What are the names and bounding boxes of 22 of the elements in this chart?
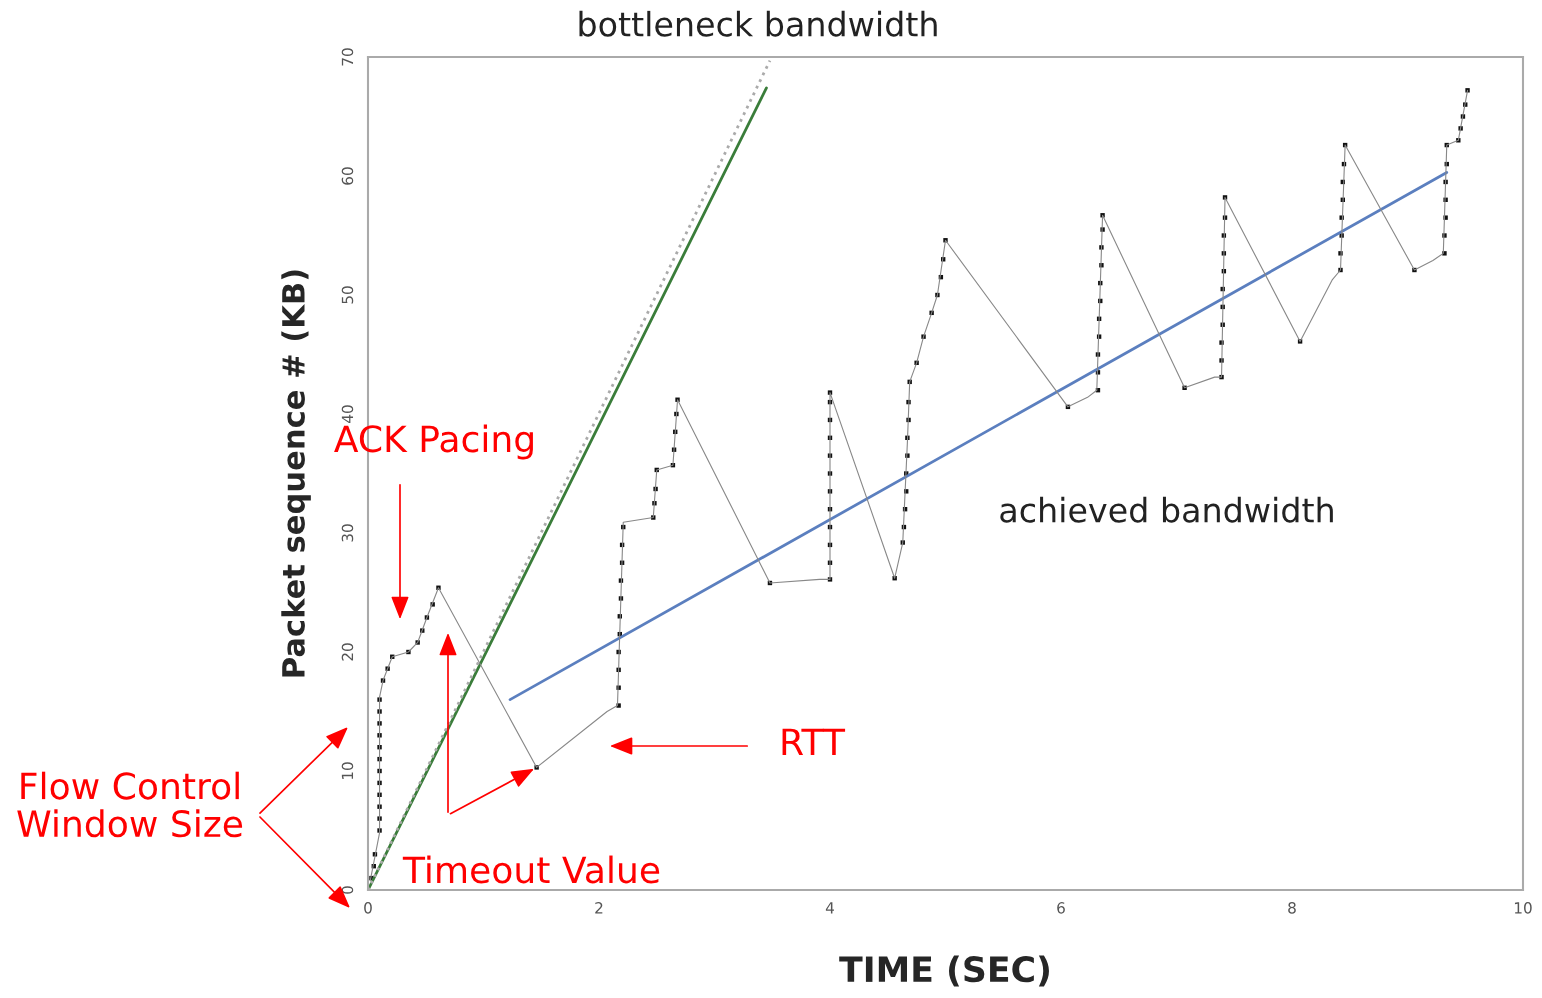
y-tick-label: 10 <box>341 762 354 780</box>
annotation: ACK Pacing <box>334 424 533 460</box>
x-tick-label: 0 <box>364 902 372 914</box>
x-tick-label: 10 <box>1514 902 1532 914</box>
y-axis-title: Packet sequence # (KB) <box>281 270 311 677</box>
x-tick-label: 2 <box>595 902 603 914</box>
y-tick-label: 50 <box>341 286 354 304</box>
y-tick-label: 20 <box>341 643 354 661</box>
y-tick-label: 30 <box>341 524 354 542</box>
x-axis-title: TIME (SEC) <box>839 955 1049 987</box>
x-tick-label: 8 <box>1288 902 1296 914</box>
y-tick-label: 0 <box>341 886 354 894</box>
annotation: achieved bandwidth <box>1000 496 1333 523</box>
text: bottleneck bandwidth <box>579 10 937 37</box>
y-tick-label: 60 <box>341 167 354 185</box>
annotation: RTT <box>782 728 846 755</box>
annotation: Timeout Value <box>402 855 660 884</box>
y-tick-label: 40 <box>341 405 354 423</box>
x-tick-label: 6 <box>1057 902 1065 914</box>
y-tick-label: 70 <box>341 48 354 66</box>
x-tick-label: 4 <box>825 902 834 914</box>
text: Flow Control Window Size <box>17 771 243 838</box>
